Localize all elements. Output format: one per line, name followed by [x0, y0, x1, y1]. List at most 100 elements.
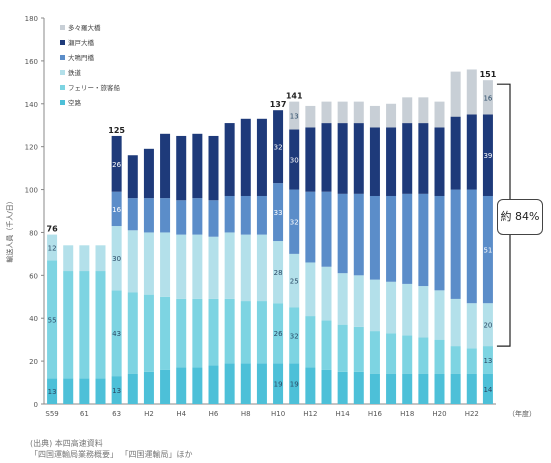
bar-segment [466, 303, 477, 349]
y-tick-label: 80 [29, 229, 38, 237]
bar-segment [240, 118, 251, 196]
bar-segment [111, 135, 122, 192]
bar-segment [208, 200, 219, 237]
bar-segment [79, 378, 90, 404]
bar-segment [369, 279, 380, 332]
bar-segment [160, 369, 171, 404]
x-tick-label: 63 [112, 410, 121, 418]
x-axis-label: （年度） [508, 409, 536, 418]
segment-label: 26 [112, 161, 121, 169]
y-tick-label: 60 [29, 272, 38, 280]
bar-segment [482, 346, 493, 374]
bar-segment [63, 245, 74, 272]
y-tick-label: 100 [25, 187, 38, 195]
bar-segment [337, 193, 348, 274]
segment-label: 13 [48, 388, 57, 396]
segment-label: 32 [290, 332, 299, 340]
bar-segment [240, 195, 251, 235]
y-tick-label: 0 [34, 401, 38, 409]
segment-label: 25 [290, 278, 299, 286]
total-label: 76 [47, 225, 59, 234]
bar-segment [256, 301, 267, 364]
y-tick-label: 160 [25, 58, 38, 66]
bar-segment [466, 348, 477, 374]
legend-swatch [60, 100, 65, 105]
bar-segment [95, 271, 106, 379]
segment-label: 30 [290, 157, 299, 165]
bar-segment [176, 135, 187, 201]
bar-segment [160, 133, 171, 199]
bar-segment [418, 123, 429, 194]
bar-segment [208, 135, 219, 201]
segment-label: 43 [112, 330, 121, 338]
segment-label: 32 [290, 219, 299, 227]
bar-segment [450, 71, 461, 117]
bar-segment [418, 337, 429, 374]
bar-segment [240, 301, 251, 364]
bar-segment [353, 326, 364, 372]
bar-segment [337, 324, 348, 372]
bar-segment [208, 365, 219, 404]
legend-label: 大鳴門橋 [68, 53, 95, 62]
bar-segment [289, 253, 300, 308]
bar-segment [353, 193, 364, 276]
bar-segment [143, 232, 154, 295]
bar-segment [434, 373, 445, 404]
bar-segment [289, 307, 300, 364]
bar-segment [466, 189, 477, 304]
bar-segment [47, 378, 58, 404]
bar-segment [273, 183, 284, 242]
segment-label: 32 [274, 144, 283, 152]
bar-segment [160, 296, 171, 370]
bar-segment [176, 234, 187, 299]
bar-segment [418, 97, 429, 124]
y-tick-label: 40 [29, 315, 38, 323]
bar-segment [240, 234, 251, 302]
bar-segment [208, 298, 219, 366]
bar-segment [256, 363, 267, 404]
segment-label: 14 [483, 386, 492, 394]
x-tick-label: S59 [45, 410, 58, 418]
bar-segment [337, 123, 348, 194]
bar-segment [289, 363, 300, 404]
segment-label: 13 [290, 113, 299, 121]
bar-segment [47, 234, 58, 261]
bar-segment [273, 110, 284, 184]
bar-segment [47, 260, 58, 379]
bar-segment [143, 148, 154, 199]
segment-label: 39 [483, 152, 492, 160]
bar-segment [256, 118, 267, 196]
segment-label: 30 [112, 255, 121, 263]
bar-segment [402, 283, 413, 336]
stacked-bar-chart: 0 20 40 60 80 100 120 140 160 180 輸送人員（千人/日） 13 55 12… [5, 15, 536, 418]
bar-segment [337, 273, 348, 325]
bar-segment [224, 195, 235, 233]
bar-segment [402, 335, 413, 374]
bar-segment [466, 373, 477, 404]
bar-segment [127, 230, 138, 293]
bar-segment [369, 331, 380, 374]
bar-segment [450, 116, 461, 190]
bar-segment [143, 371, 154, 404]
share-callout: 約 84% [497, 199, 543, 235]
x-tick-label: H14 [336, 410, 351, 418]
x-tick-label: H2 [144, 410, 154, 418]
bar-segment [289, 101, 300, 130]
legend-label: 空路 [68, 98, 82, 107]
bar-segment [305, 367, 316, 404]
bar-segment [111, 376, 122, 404]
bar-segment [434, 127, 445, 196]
bar-segment [127, 373, 138, 404]
bar-segment [143, 294, 154, 372]
segment-label: 13 [112, 387, 121, 395]
bar-segment [127, 198, 138, 231]
bar-segment [224, 298, 235, 364]
bar-segment [240, 363, 251, 404]
segment-label: 19 [274, 381, 283, 389]
bar-segment [450, 189, 461, 299]
bar-segment [305, 127, 316, 192]
bar-segment [369, 105, 380, 128]
bar-segment [402, 97, 413, 124]
bar-segment [127, 155, 138, 199]
bar-segment [418, 286, 429, 338]
